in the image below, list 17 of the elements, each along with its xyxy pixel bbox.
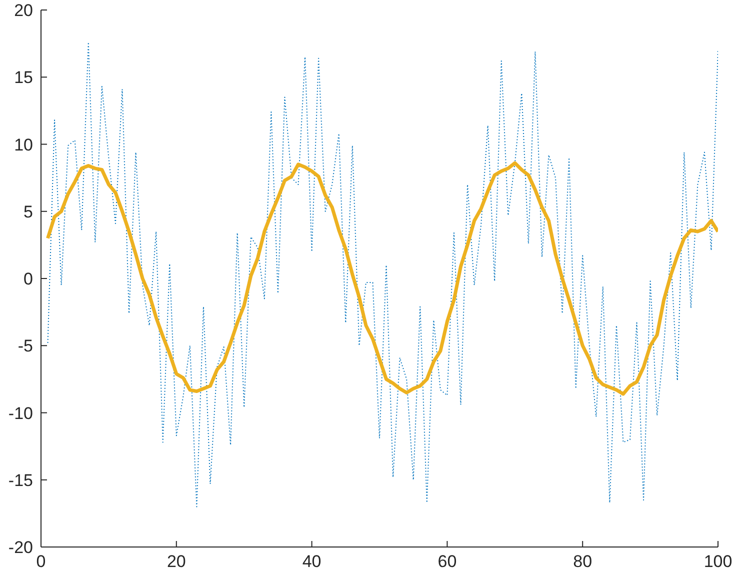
y-tick-label: -5	[18, 336, 33, 356]
x-tick-label: 0	[36, 552, 46, 572]
y-tick-label: -15	[8, 470, 33, 490]
x-tick-label: 100	[704, 552, 732, 572]
y-tick-label: 10	[14, 135, 33, 154]
x-tick-label: 60	[438, 552, 457, 572]
line-series	[47, 42, 718, 508]
y-tick-label: -10	[8, 404, 33, 423]
y-tick-label: 20	[14, 1, 33, 20]
x-tick-label: 80	[573, 552, 592, 572]
y-tick-label: 0	[24, 270, 33, 289]
x-tick-label: 40	[302, 552, 322, 572]
x-tick-label: 20	[166, 552, 186, 572]
line-series	[46, 161, 718, 396]
y-tick-label: 15	[14, 68, 33, 88]
y-tick-label: -20	[8, 538, 33, 558]
y-tick-label: 5	[24, 202, 33, 222]
